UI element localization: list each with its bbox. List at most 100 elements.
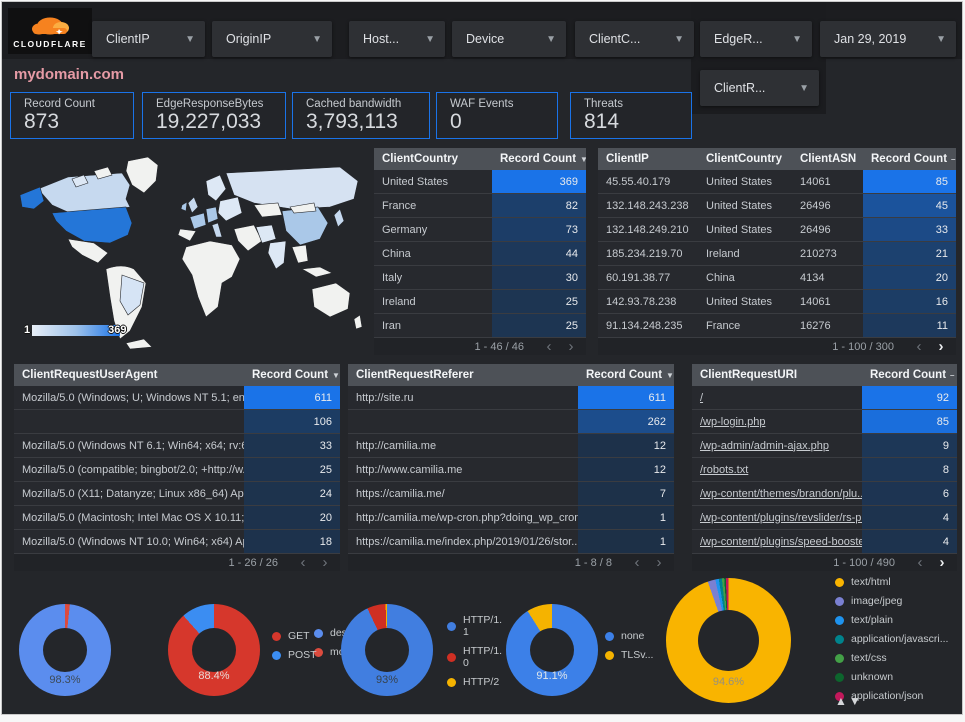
legend-item[interactable]: application/javascri...: [835, 633, 948, 645]
metric-cell: 25: [492, 290, 586, 313]
metric-cell: 25: [244, 458, 340, 481]
filter-clientcountry[interactable]: ClientC... ▼: [575, 21, 694, 57]
legend-item[interactable]: application/json: [835, 690, 948, 702]
donut-request-method[interactable]: 88.4%: [168, 604, 260, 696]
legend-http-protocol: HTTP/1.1 HTTP/1.0 HTTP/2: [447, 614, 507, 695]
legend-dot: [835, 596, 844, 606]
donut-hole: [365, 628, 409, 672]
scorecard-label: Threats: [584, 98, 623, 110]
column-header-clientrequesturi[interactable]: ClientRequestURI: [700, 369, 798, 381]
dimension-cell[interactable]: /: [700, 391, 704, 404]
chevron-left-icon[interactable]: ‹: [546, 338, 552, 355]
legend-item[interactable]: POST: [272, 649, 317, 661]
sort-indicator-icon: ▼: [666, 371, 674, 380]
filter-label: ClientIP: [106, 32, 150, 46]
donut-tls-version[interactable]: 91.1%: [506, 604, 598, 696]
dimension-cell: 132.148.243.238: [606, 199, 689, 212]
legend-item[interactable]: text/css: [835, 652, 948, 664]
world-map[interactable]: 1 369: [10, 148, 370, 354]
legend-item[interactable]: GET: [272, 630, 317, 642]
filter-originip[interactable]: OriginIP ▼: [212, 21, 332, 57]
legend-dot: [835, 653, 844, 663]
column-header-clientcountry[interactable]: ClientCountry: [706, 153, 783, 165]
column-header-clientrequestreferer[interactable]: ClientRequestReferer: [356, 369, 474, 381]
chevron-right-icon[interactable]: ›: [938, 338, 944, 355]
dimension-cell: Mozilla/5.0 (compatible; bingbot/2.0; +h…: [22, 463, 244, 476]
chevron-left-icon[interactable]: ‹: [916, 338, 922, 355]
donut-hole: [530, 628, 574, 672]
donut-content-type[interactable]: 94.6%: [666, 578, 791, 703]
donut-http-protocol[interactable]: 93%: [341, 604, 433, 696]
filter-clientrequest[interactable]: ClientR... ▼: [700, 70, 819, 106]
dimension-cell: https://camilia.me/: [356, 487, 445, 500]
scorecard-label: EdgeResponseBytes: [156, 98, 264, 110]
filter-label: Device: [466, 32, 505, 46]
legend-label: HTTP/2: [463, 676, 500, 688]
legend-item[interactable]: text/html: [835, 576, 948, 588]
chevron-right-icon[interactable]: ›: [322, 554, 328, 571]
legend-item[interactable]: unknown: [835, 671, 948, 683]
column-header-clientrequestuseragent[interactable]: ClientRequestUserAgent: [22, 369, 158, 381]
metric-cell: 4: [862, 530, 957, 553]
dimension-cell[interactable]: /wp-login.php: [700, 415, 766, 428]
metric-cell: 85: [863, 170, 956, 193]
column-header-record-count[interactable]: Record Count▼: [492, 153, 586, 165]
metric-cell: 33: [244, 434, 340, 457]
table-row: 60.191.38.77 China 4134 20: [598, 266, 956, 290]
column-header-clientcountry[interactable]: ClientCountry: [382, 153, 459, 165]
triangle-down-icon[interactable]: ▼: [848, 694, 863, 708]
legend-item[interactable]: image/jpeg: [835, 595, 948, 607]
metric-cell: 30: [492, 266, 586, 289]
chevron-left-icon[interactable]: ‹: [634, 554, 640, 571]
dimension-cell[interactable]: /wp-content/themes/brandon/plu...: [700, 487, 862, 500]
legend-item[interactable]: text/plain: [835, 614, 948, 626]
dimension-cell[interactable]: /wp-content/plugins/revslider/rs-p...: [700, 511, 862, 524]
metric-cell: 45: [863, 194, 956, 217]
metric-cell: 24: [244, 482, 340, 505]
dimension-cell: 210273: [800, 247, 837, 260]
donut-device-type[interactable]: 98.3%: [19, 604, 111, 696]
column-header-record-count[interactable]: Record Count –: [870, 369, 955, 381]
dimension-cell: United States: [706, 223, 773, 236]
dimension-cell[interactable]: /robots.txt: [700, 463, 749, 476]
column-header-record-count[interactable]: Record Count▼: [252, 369, 340, 381]
filter-host[interactable]: Host... ▼: [349, 21, 445, 57]
filter-clientip[interactable]: ClientIP ▼: [92, 21, 205, 57]
table-row: http://camilia.me 12: [348, 434, 674, 458]
chevron-down-icon: ▼: [936, 33, 946, 45]
legend-item[interactable]: HTTP/2: [447, 676, 507, 688]
filter-edgeresponse[interactable]: EdgeR... ▼: [700, 21, 812, 57]
legend-item[interactable]: HTTP/1.0: [447, 645, 507, 669]
column-header-record-count[interactable]: Record Count▼: [586, 369, 674, 381]
filter-label: OriginIP: [226, 32, 272, 46]
scorecard-value: 3,793,113: [306, 110, 398, 133]
table-row: /wp-content/plugins/speed-booste... 4: [692, 530, 957, 554]
column-header-clientasn[interactable]: ClientASN: [800, 153, 857, 165]
chevron-left-icon[interactable]: ‹: [300, 554, 306, 571]
date-label: Jan 29, 2019: [834, 32, 907, 46]
triangle-up-icon[interactable]: ▲: [835, 694, 849, 708]
chevron-left-icon[interactable]: ‹: [917, 554, 923, 571]
dimension-cell[interactable]: /wp-content/plugins/speed-booste...: [700, 535, 862, 548]
legend-item[interactable]: none: [605, 630, 653, 642]
table-row: China 44: [374, 242, 586, 266]
legend-sort-arrows[interactable]: ▲▼: [835, 694, 863, 708]
dimension-cell: http://camilia.me: [356, 439, 437, 452]
chevron-right-icon[interactable]: ›: [939, 554, 945, 571]
table-row: 262: [348, 410, 674, 434]
chevron-right-icon[interactable]: ›: [656, 554, 662, 571]
chevron-right-icon[interactable]: ›: [568, 338, 574, 355]
legend-label: HTTP/1.0: [463, 645, 503, 669]
column-header-record-count[interactable]: Record Count –: [871, 153, 956, 165]
dimension-cell[interactable]: /wp-admin/admin-ajax.php: [700, 439, 830, 452]
filter-device[interactable]: Device ▼: [452, 21, 566, 57]
metric-cell: 82: [492, 194, 586, 217]
date-range-picker[interactable]: Jan 29, 2019 ▼: [820, 21, 956, 57]
legend-item[interactable]: HTTP/1.1: [447, 614, 507, 638]
column-header-clientip[interactable]: ClientIP: [606, 153, 649, 165]
filter-label: Host...: [363, 32, 400, 46]
legend-dot: [605, 650, 614, 660]
table-row: Mozilla/5.0 (Windows NT 6.1; Win64; x64;…: [14, 434, 340, 458]
legend-item[interactable]: TLSv...: [605, 649, 653, 661]
scorecard-value: 19,227,033: [156, 110, 262, 133]
